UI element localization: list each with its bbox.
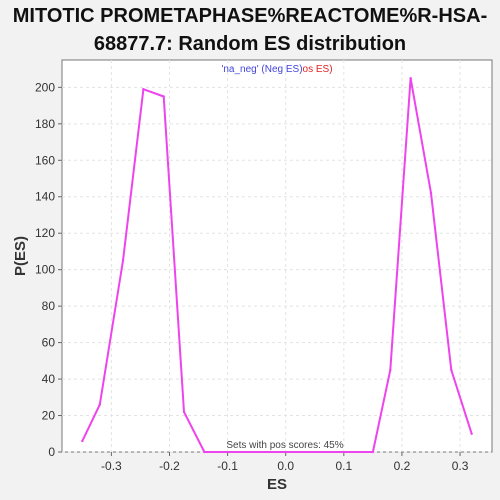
x-tick-label: 0.0: [277, 459, 294, 473]
legend-neg-label: 'na_neg' (Neg ES): [221, 64, 302, 75]
chart-title-line2: 68877.7: Random ES distribution: [93, 33, 407, 55]
chart-title-line1: MITOTIC PROMETAPHASE%REACTOME%R-HSA-: [12, 5, 488, 27]
x-tick-label: -0.2: [159, 459, 180, 473]
x-tick-label: -0.3: [101, 459, 122, 473]
pos-score-annotation: Sets with pos scores: 45%: [226, 440, 343, 451]
data-point: [409, 77, 412, 80]
x-tick-label: 0.2: [394, 459, 411, 473]
y-tick-label: 80: [42, 299, 56, 313]
chart-title: MITOTIC PROMETAPHASE%REACTOME%R-HSA- 688…: [0, 2, 500, 58]
y-tick-label: 60: [42, 336, 56, 350]
x-axis-label: ES: [267, 476, 287, 493]
plot-area: [61, 59, 493, 453]
series-layer: [81, 77, 473, 454]
data-point: [81, 439, 84, 443]
y-axis-label: P(ES): [12, 236, 29, 276]
x-tick-label: -0.1: [217, 459, 238, 473]
y-tick-label: 160: [35, 153, 55, 167]
data-point: [142, 87, 145, 91]
y-tick-label: 200: [35, 80, 55, 94]
data-point: [203, 450, 206, 454]
data-point: [98, 403, 101, 406]
x-tick-label: 0.1: [335, 459, 352, 473]
y-tick-label: 20: [42, 409, 56, 423]
tick-layer: 0 20 40 60 80 100 120 140 160 180 200 -0.3 -0.2 -0.1 0…: [35, 80, 469, 473]
y-tick-label: 40: [42, 372, 56, 386]
grid-layer: [62, 60, 492, 453]
data-point: [371, 450, 375, 454]
y-tick-label: 120: [35, 226, 55, 240]
data-point: [450, 368, 453, 372]
legend: 'na_neg' (Neg ES)os ES): [221, 64, 332, 75]
legend-pos-label: os ES): [303, 64, 333, 75]
y-tick-label: 0: [48, 445, 55, 459]
x-tick-label: 0.3: [452, 459, 469, 473]
data-point: [182, 410, 186, 414]
data-point: [389, 368, 392, 372]
y-tick-label: 140: [35, 190, 55, 204]
y-tick-label: 100: [35, 263, 55, 277]
data-point: [429, 191, 433, 195]
data-point: [162, 95, 165, 98]
data-point: [121, 259, 125, 262]
data-point: [470, 432, 473, 435]
y-tick-label: 180: [35, 117, 55, 131]
